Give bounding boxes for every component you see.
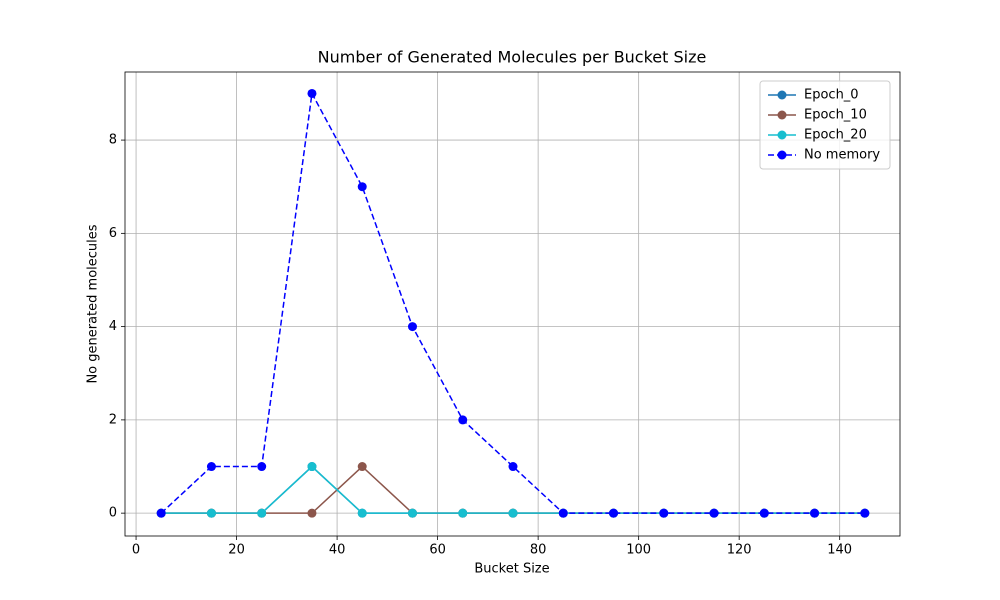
x-tick-label: 80 (530, 543, 547, 558)
series-line (161, 465, 865, 514)
series-line (160, 91, 865, 514)
point (458, 415, 468, 425)
legend-box (759, 80, 891, 170)
plot-frame (124, 71, 901, 537)
point (508, 462, 518, 472)
point (257, 508, 267, 518)
legend-marker (777, 130, 787, 140)
point (307, 462, 317, 472)
x-tick-label: 20 (228, 543, 245, 558)
point (558, 508, 568, 518)
point (508, 508, 518, 518)
series-line (161, 465, 865, 514)
y-axis-label: No generated molecules (86, 224, 101, 383)
point (759, 508, 769, 518)
point (357, 462, 367, 472)
y-tick-label: 4 (109, 319, 117, 334)
x-tick-label: 120 (727, 543, 752, 558)
point (307, 88, 317, 98)
point (860, 508, 870, 518)
point (357, 182, 367, 192)
point (407, 322, 417, 332)
point (357, 508, 367, 518)
x-tick-label: 100 (626, 543, 651, 558)
legend-label: Epoch_20 (804, 128, 867, 143)
point (709, 508, 719, 518)
point (206, 462, 216, 472)
legend-marker (777, 110, 787, 120)
chart-title: Number of Generated Molecules per Bucket… (318, 48, 707, 67)
point (458, 508, 468, 518)
legend-marker (777, 150, 787, 160)
point (407, 508, 417, 518)
legend-label: Epoch_0 (804, 88, 859, 103)
y-tick-label: 6 (109, 226, 117, 241)
x-tick-label: 40 (329, 543, 346, 558)
point (206, 508, 216, 518)
y-tick-label: 0 (109, 506, 117, 521)
point (257, 462, 267, 472)
legend-marker (777, 90, 787, 100)
series-line (161, 465, 865, 514)
y-tick-label: 2 (109, 412, 117, 427)
x-tick-label: 0 (132, 543, 140, 558)
point (156, 508, 166, 518)
x-axis-label: Bucket Size (474, 562, 549, 577)
point (609, 508, 619, 518)
point (307, 508, 317, 518)
y-tick-label: 8 (109, 133, 117, 148)
point (659, 508, 669, 518)
legend-label: Epoch_10 (804, 108, 867, 123)
point (810, 508, 820, 518)
x-tick-label: 140 (827, 543, 852, 558)
legend-label: No memory (804, 148, 880, 163)
x-tick-label: 60 (429, 543, 446, 558)
